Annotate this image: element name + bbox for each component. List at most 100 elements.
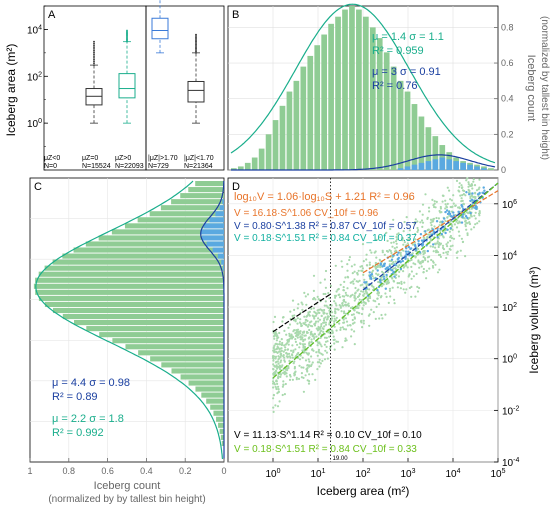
panel-d-point (283, 344, 286, 347)
panel-b-ylabel: Iceberg count (525, 55, 537, 122)
panel-d-point-blue (446, 212, 450, 216)
panel-d-point (272, 357, 275, 360)
panel-d-point (353, 316, 356, 319)
panel-a-flier (195, 33, 197, 36)
panel-b-bar (363, 16, 369, 171)
panel-d-point-blue (419, 233, 423, 236)
panel-d-point (341, 326, 344, 329)
panel-d-point (432, 219, 435, 222)
panel-d-point (415, 272, 418, 275)
panel-d-xlabel: Iceberg area (m²) (317, 484, 410, 498)
panel-d-point (438, 224, 441, 227)
panel-d-xtick-label: 103 (400, 468, 415, 480)
panel-d-point (385, 276, 388, 279)
panel-d-point (442, 251, 445, 255)
panel-d-point (459, 194, 462, 197)
panel-a-group-label: μZ>0 (115, 155, 131, 162)
panel-d-point-blue (483, 189, 486, 192)
panel-d-point (318, 351, 321, 354)
panel-d-point (402, 243, 405, 246)
panel-d-fit-line (362, 182, 499, 291)
panel-d-point (467, 185, 470, 188)
panel-d-point (291, 314, 294, 317)
panel-d-point (273, 337, 276, 340)
panel-d-point (343, 321, 346, 324)
panel-d-point (342, 289, 346, 292)
panel-d-point (370, 271, 374, 274)
panel-d-point (294, 318, 297, 321)
panel-d-point (416, 290, 420, 293)
panel-d-point (368, 261, 371, 264)
panel-c-bar-blue (219, 205, 224, 211)
panel-d-point-blue (370, 273, 374, 276)
panel-d-point-blue (396, 253, 399, 257)
panel-d-point (361, 283, 364, 286)
panel-d-point (359, 265, 362, 268)
panel-d-point (358, 298, 361, 301)
panel-d-point (320, 325, 323, 328)
panel-d-point (446, 245, 449, 248)
panel-d-point (431, 264, 434, 268)
panel-d-point (351, 272, 354, 275)
panel-c-bar-blue (217, 253, 224, 259)
panel-d-point (410, 265, 413, 268)
panel-d-point (471, 187, 474, 190)
panel-d-point (444, 203, 447, 206)
panel-d-point (456, 256, 459, 259)
panel-d-point-blue (420, 239, 424, 242)
panel-d-point (301, 308, 304, 311)
panel-d-point (360, 319, 363, 322)
panel-d-point (304, 338, 307, 341)
panel-d-point (306, 314, 309, 317)
panel-d-point (437, 243, 440, 246)
panel-d-point (283, 359, 286, 362)
panel-d-point (448, 189, 451, 192)
panel-d-point (346, 275, 349, 278)
panel-d-point-blue (393, 275, 396, 278)
panel-d-point (427, 206, 431, 209)
panel-b-bar (335, 16, 341, 171)
panel-d-point (431, 245, 435, 248)
panel-d-point (438, 209, 441, 213)
panel-d-point (421, 203, 425, 206)
panel-b-bar (231, 168, 237, 170)
panel-d-point (396, 233, 399, 236)
panel-d-point (429, 221, 432, 224)
panel-d-eq-4: V = 0.18·S^1.51 R² = 0.84 CV_10f = 0.37 (234, 233, 417, 244)
panel-c-bar (195, 386, 224, 392)
panel-c-bar (111, 229, 224, 235)
panel-c-histogram: 1 0.8 0.6 0.4 0.2 0 μ = 4.4 σ = 0.98 R² = 0.89 μ… (27, 178, 227, 476)
panel-d-point (319, 281, 322, 284)
panel-d-point (396, 286, 399, 289)
panel-d-point (308, 321, 312, 324)
panel-d-point (384, 313, 387, 316)
panel-d-point (342, 286, 345, 289)
panel-d-point-blue (466, 216, 469, 220)
panel-d-point (308, 328, 311, 332)
panel-d-point (282, 350, 285, 353)
panel-d-point (360, 321, 363, 324)
panel-d-point (388, 289, 391, 292)
panel-d-point-blue (417, 239, 420, 243)
panel-d-point (306, 352, 309, 355)
panel-d-point (376, 265, 379, 269)
panel-d-point (478, 211, 481, 215)
panel-d-point (308, 336, 311, 339)
panel-d-point-blue (399, 267, 403, 271)
panel-d-point (451, 205, 454, 208)
panel-a-flier (93, 40, 95, 43)
panel-d-fit-line (272, 182, 499, 379)
panel-d-point (365, 253, 368, 256)
panel-d-ylabel: Iceberg volume (m³) (527, 266, 541, 373)
panel-a-ytick-label: 104 (27, 24, 42, 36)
panel-d-point (351, 293, 354, 296)
panel-c-bar (124, 223, 224, 229)
panel-d-point (301, 333, 304, 336)
panel-d-point (460, 200, 463, 203)
panel-d-point (338, 293, 341, 296)
panel-d-point (275, 387, 278, 390)
panel-a-flier (195, 39, 197, 42)
panel-d-point (362, 319, 365, 322)
panel-d-point (357, 306, 360, 310)
panel-d-point (458, 185, 461, 189)
